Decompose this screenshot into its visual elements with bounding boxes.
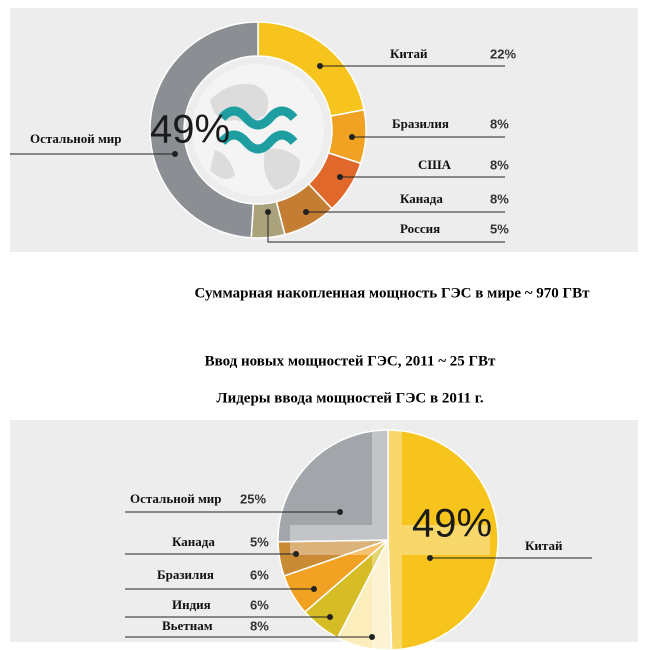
leader-dot (303, 209, 309, 215)
leader-dot (369, 634, 375, 640)
leader-dot (337, 174, 343, 180)
category-label: Остальной мир (30, 131, 122, 146)
category-label: Китай (525, 538, 563, 553)
category-label: Бразилия (157, 567, 214, 582)
leader-dot (293, 551, 299, 557)
value-label: 8% (490, 191, 509, 206)
pie-chart (277, 429, 499, 650)
slice (149, 21, 259, 239)
leader-dot (349, 134, 355, 140)
category-label: Китай (390, 46, 428, 61)
leader-line (267, 212, 505, 243)
category-label: Россия (400, 221, 440, 236)
category-label: Канада (400, 191, 443, 206)
leader-dot (265, 209, 271, 215)
labels: Китай 22% Бразилия 8% США 8% Канада 8% Россия 5% О… (10, 46, 592, 640)
value-label: 49% (412, 502, 492, 546)
value-label: 6% (250, 597, 269, 612)
slice (387, 429, 499, 650)
leader-dot (317, 63, 323, 69)
category-label: Остальной мир (130, 491, 222, 506)
value-label: 25% (240, 491, 266, 506)
category-label: Канада (172, 534, 215, 549)
leader-dot (427, 555, 433, 561)
value-label: 6% (250, 567, 269, 582)
chart-title: Ввод новых мощностей ГЭС, 2011 ~ 25 ГВт (205, 353, 496, 369)
value-label: 22% (490, 46, 516, 61)
leader-dot (172, 151, 178, 157)
annotation: Суммарная накопленная мощность ГЭС в мир… (195, 285, 591, 301)
leader-dot (327, 614, 333, 620)
category-label: США (418, 157, 452, 172)
value-label: 5% (490, 221, 509, 236)
chart-subtitle: Лидеры ввода мощностей ГЭС в 2011 г. (216, 390, 483, 406)
leader-dot (337, 509, 343, 515)
value-label: 5% (250, 534, 269, 549)
donut-chart (149, 21, 367, 239)
globe-icon (192, 64, 324, 196)
value-label: 8% (490, 157, 509, 172)
value-label: 49% (150, 108, 230, 152)
category-label: Бразилия (392, 116, 449, 131)
value-label: 8% (250, 618, 269, 633)
leader-dot (311, 586, 317, 592)
category-label: Индия (172, 597, 211, 612)
category-label: Вьетнам (162, 618, 213, 633)
pie-overlay (290, 430, 490, 650)
value-label: 8% (490, 116, 509, 131)
slice (277, 429, 389, 543)
